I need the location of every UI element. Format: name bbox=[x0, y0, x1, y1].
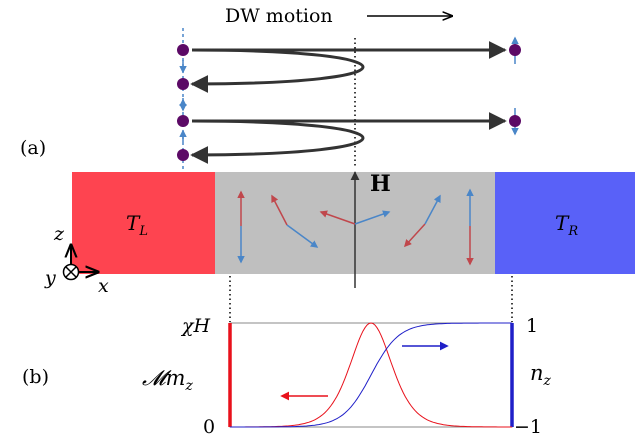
spin-texture bbox=[237, 188, 474, 266]
particle bbox=[509, 44, 521, 56]
right-region-tr bbox=[495, 172, 635, 274]
neel-vector-curve bbox=[230, 322, 512, 428]
right-bottom-tick: −1 bbox=[514, 416, 542, 438]
particle bbox=[177, 149, 189, 161]
left-bottom-tick: 0 bbox=[203, 416, 215, 438]
right-particles bbox=[509, 36, 521, 136]
magnon-path-upper-return bbox=[190, 48, 365, 93]
magnon-loops bbox=[190, 41, 507, 164]
spin-arrow bbox=[319, 210, 356, 225]
left-region-label: TL bbox=[126, 211, 148, 239]
left-region-tl bbox=[72, 172, 215, 274]
spin-arrow bbox=[271, 194, 288, 226]
dw-motion-label: DW motion bbox=[225, 5, 333, 27]
x-axis-label: x bbox=[98, 275, 109, 297]
right-axis-label: nz bbox=[530, 361, 552, 389]
particle bbox=[177, 78, 189, 90]
right-region-label: TR bbox=[555, 211, 578, 239]
panel-a-label: (a) bbox=[20, 137, 46, 159]
particle bbox=[177, 115, 189, 127]
spin-arrow bbox=[403, 223, 426, 248]
panel-b-label: (b) bbox=[22, 366, 49, 388]
particle bbox=[177, 44, 189, 56]
y-axis-label: y bbox=[44, 267, 56, 289]
spin-arrow bbox=[424, 194, 441, 225]
spin-arrow bbox=[286, 224, 319, 248]
left-particles bbox=[177, 44, 189, 161]
right-top-tick: 1 bbox=[526, 315, 538, 337]
y-axis-cross bbox=[65, 266, 77, 278]
left-top-tick: χH bbox=[180, 315, 211, 337]
field-label: H bbox=[370, 171, 391, 197]
coordinate-axes: z y x bbox=[44, 223, 109, 297]
spin-arrow bbox=[354, 210, 391, 225]
magnon-path-lower-return bbox=[190, 119, 365, 164]
z-axis-label: z bbox=[53, 223, 65, 245]
left-axis-label: 𝓜mz bbox=[142, 366, 193, 394]
particle bbox=[509, 115, 521, 127]
